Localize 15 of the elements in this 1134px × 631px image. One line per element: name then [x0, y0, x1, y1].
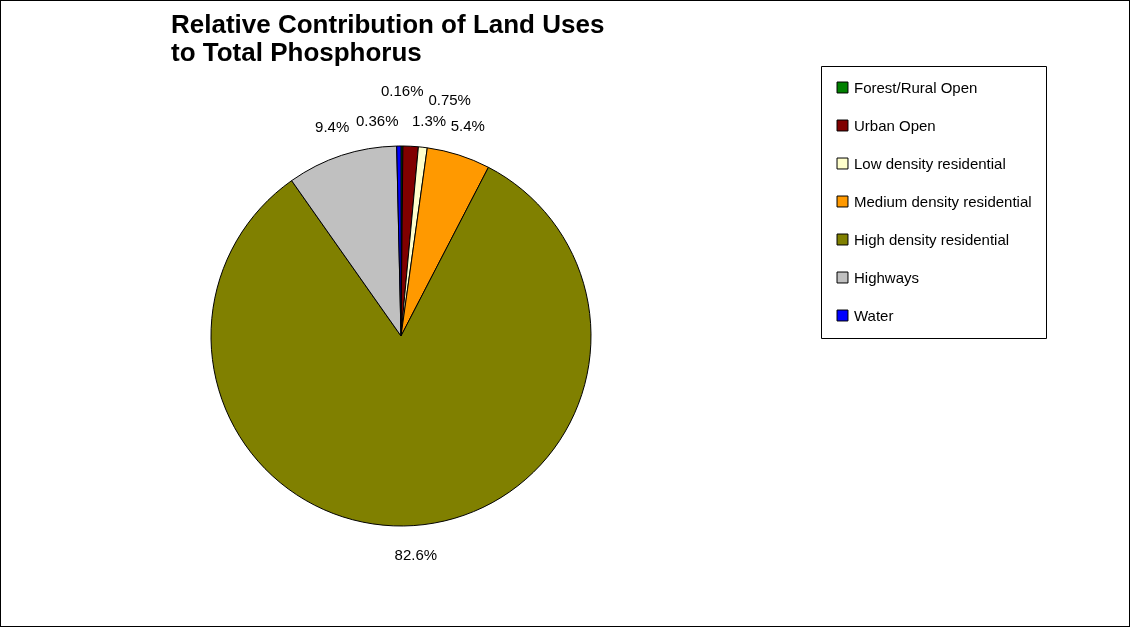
legend-label: Highways [854, 268, 920, 286]
data-label: 82.6% [394, 546, 438, 564]
legend-label: High density residential [854, 230, 1010, 248]
legend-label: Low density residential [854, 154, 1006, 172]
data-label: 0.16% [380, 82, 424, 99]
legend-label: Urban Open [854, 116, 936, 134]
legend-label: Water [854, 306, 894, 324]
legend-label: Medium density residential [854, 192, 1032, 210]
data-label: 9.4% [315, 118, 350, 136]
data-label: 0.75% [428, 90, 471, 108]
data-label: 5.4% [450, 117, 485, 135]
legend-label: Forest/Rural Open [854, 78, 978, 96]
chart-title: Relative Contribution of Land Uses to Total Phosphorus [171, 8, 605, 67]
data-label: 1.3% [411, 112, 447, 130]
data-label: 0.36% [356, 112, 399, 130]
